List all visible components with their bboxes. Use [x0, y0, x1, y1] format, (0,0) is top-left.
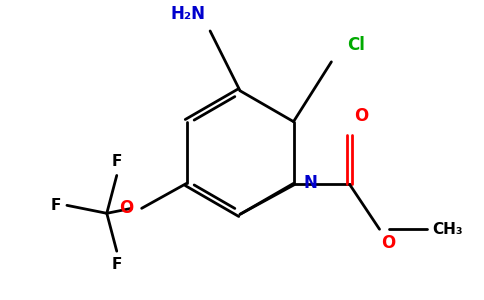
Text: N: N: [303, 174, 318, 192]
Text: O: O: [355, 106, 369, 124]
Text: H₂N: H₂N: [170, 5, 205, 23]
Text: CH₃: CH₃: [432, 222, 463, 237]
Text: F: F: [50, 198, 61, 213]
Text: Cl: Cl: [348, 36, 365, 54]
Text: F: F: [112, 154, 122, 169]
Text: O: O: [120, 199, 134, 217]
Text: O: O: [381, 234, 396, 252]
Text: F: F: [112, 257, 122, 272]
